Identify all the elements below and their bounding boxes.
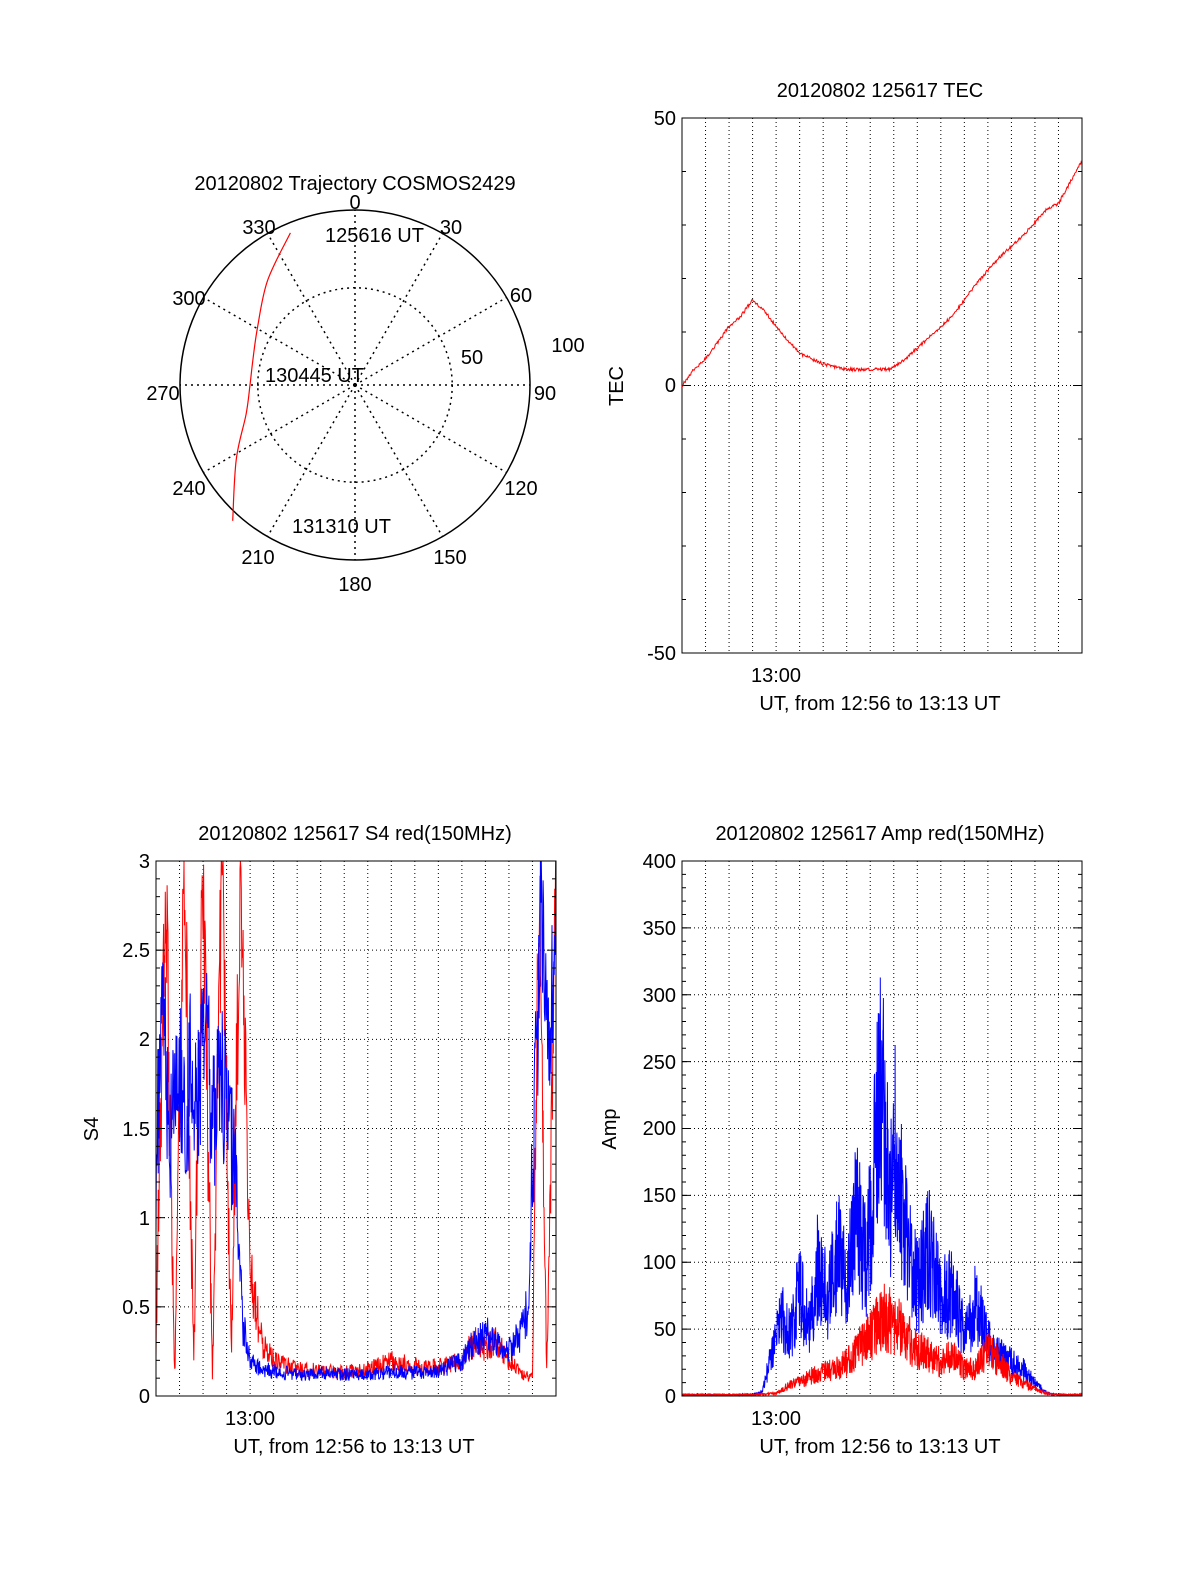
polar-az-label-210: 210 <box>241 547 274 569</box>
amp-ytick-400: 400 <box>643 851 676 873</box>
s4-ytick-1.5: 1.5 <box>122 1119 150 1141</box>
polar-azimuth-labels: 0 30 60 90 120 150 180 210 240 270 300 330 <box>146 192 556 596</box>
tec-ticks <box>682 117 1082 654</box>
polar-spoke-300 <box>203 296 356 386</box>
polar-radial-label-100: 100 <box>551 335 584 357</box>
s4-ylabel: S4 <box>81 1117 103 1141</box>
tec-ytick-minus50: -50 <box>647 643 676 665</box>
amp-ytick-50: 50 <box>654 1319 676 1341</box>
tec-ytick-50: 50 <box>654 108 676 130</box>
s4-panel: 20120802 125617 S4 red(150MHz) 0 0.5 1 1… <box>81 823 557 1458</box>
s4-ticks <box>156 860 556 1397</box>
polar-az-label-60: 60 <box>510 285 532 307</box>
amp-series-group <box>681 977 1083 1398</box>
tec-series-red <box>681 160 1083 388</box>
s4-ytick-2: 2 <box>139 1029 150 1051</box>
polar-az-label-270: 270 <box>146 383 179 405</box>
s4-xtick-1300: 13:00 <box>225 1408 275 1430</box>
amp-ytick-100: 100 <box>643 1252 676 1274</box>
tec-series-group <box>681 160 1083 388</box>
trajectory-title: 20120802 Trajectory COSMOS2429 <box>194 173 515 195</box>
s4-ytick-0: 0 <box>139 1386 150 1408</box>
polar-spoke-30 <box>354 233 444 386</box>
polar-grid <box>180 210 530 560</box>
track-start-label: 125616 UT <box>325 225 424 247</box>
polar-az-label-0: 0 <box>349 192 360 214</box>
polar-radial-label-50: 50 <box>461 347 483 369</box>
polar-az-label-330: 330 <box>242 217 275 239</box>
amp-ytick-300: 300 <box>643 985 676 1007</box>
s4-xlabel: UT, from 12:56 to 13:13 UT <box>233 1436 474 1458</box>
amp-ytick-150: 150 <box>643 1185 676 1207</box>
polar-spoke-120 <box>354 384 507 474</box>
s4-ytick-1: 1 <box>139 1208 150 1230</box>
amp-ytick-350: 350 <box>643 918 676 940</box>
amp-xtick-1300: 13:00 <box>751 1408 801 1430</box>
amp-ytick-250: 250 <box>643 1052 676 1074</box>
s4-ytick-0.5: 0.5 <box>122 1297 150 1319</box>
amp-ytick-0: 0 <box>665 1386 676 1408</box>
polar-spoke-60 <box>354 296 507 386</box>
tec-xlabel: UT, from 12:56 to 13:13 UT <box>759 693 1000 715</box>
s4-ytick-3: 3 <box>139 851 150 873</box>
amp-series-red <box>681 1283 1083 1397</box>
amp-ylabel: Amp <box>599 1108 621 1149</box>
track-mid-label: 130445 UT <box>265 365 364 387</box>
trajectory-track <box>232 232 291 521</box>
tec-panel: 20120802 125617 TEC 50 0 -50 13:00 UT, f… <box>606 80 1083 715</box>
s4-series-blue <box>155 860 557 1382</box>
s4-series-group <box>155 860 557 1382</box>
track-end-label: 131310 UT <box>292 516 391 538</box>
tec-xtick-1300: 13:00 <box>751 665 801 687</box>
polar-az-label-180: 180 <box>338 574 371 596</box>
s4-ytick-2.5: 2.5 <box>122 940 150 962</box>
amp-panel: 20120802 125617 Amp red(150MHz) 0 50 100… <box>599 823 1083 1458</box>
tec-ytick-0: 0 <box>665 375 676 397</box>
amp-xlabel: UT, from 12:56 to 13:13 UT <box>759 1436 1000 1458</box>
polar-az-label-90: 90 <box>534 383 556 405</box>
polar-spoke-150 <box>354 384 444 537</box>
polar-az-label-150: 150 <box>433 547 466 569</box>
tec-ylabel: TEC <box>606 366 628 406</box>
s4-title: 20120802 125617 S4 red(150MHz) <box>198 823 512 845</box>
polar-spoke-210 <box>266 384 356 537</box>
polar-spoke-330 <box>266 233 356 386</box>
amp-ticks <box>682 860 1082 1397</box>
tec-title: 20120802 125617 TEC <box>777 80 983 102</box>
polar-az-label-240: 240 <box>172 478 205 500</box>
polar-az-label-300: 300 <box>172 288 205 310</box>
polar-az-label-30: 30 <box>440 217 462 239</box>
amp-ytick-200: 200 <box>643 1118 676 1140</box>
tec-grid <box>682 118 1082 653</box>
polar-spoke-240 <box>203 384 356 474</box>
polar-az-label-120: 120 <box>504 478 537 500</box>
trajectory-panel: 20120802 Trajectory COSMOS2429 0 30 60 90 12… <box>146 173 584 596</box>
amp-title: 20120802 125617 Amp red(150MHz) <box>715 823 1044 845</box>
s4-grid <box>156 861 556 1396</box>
